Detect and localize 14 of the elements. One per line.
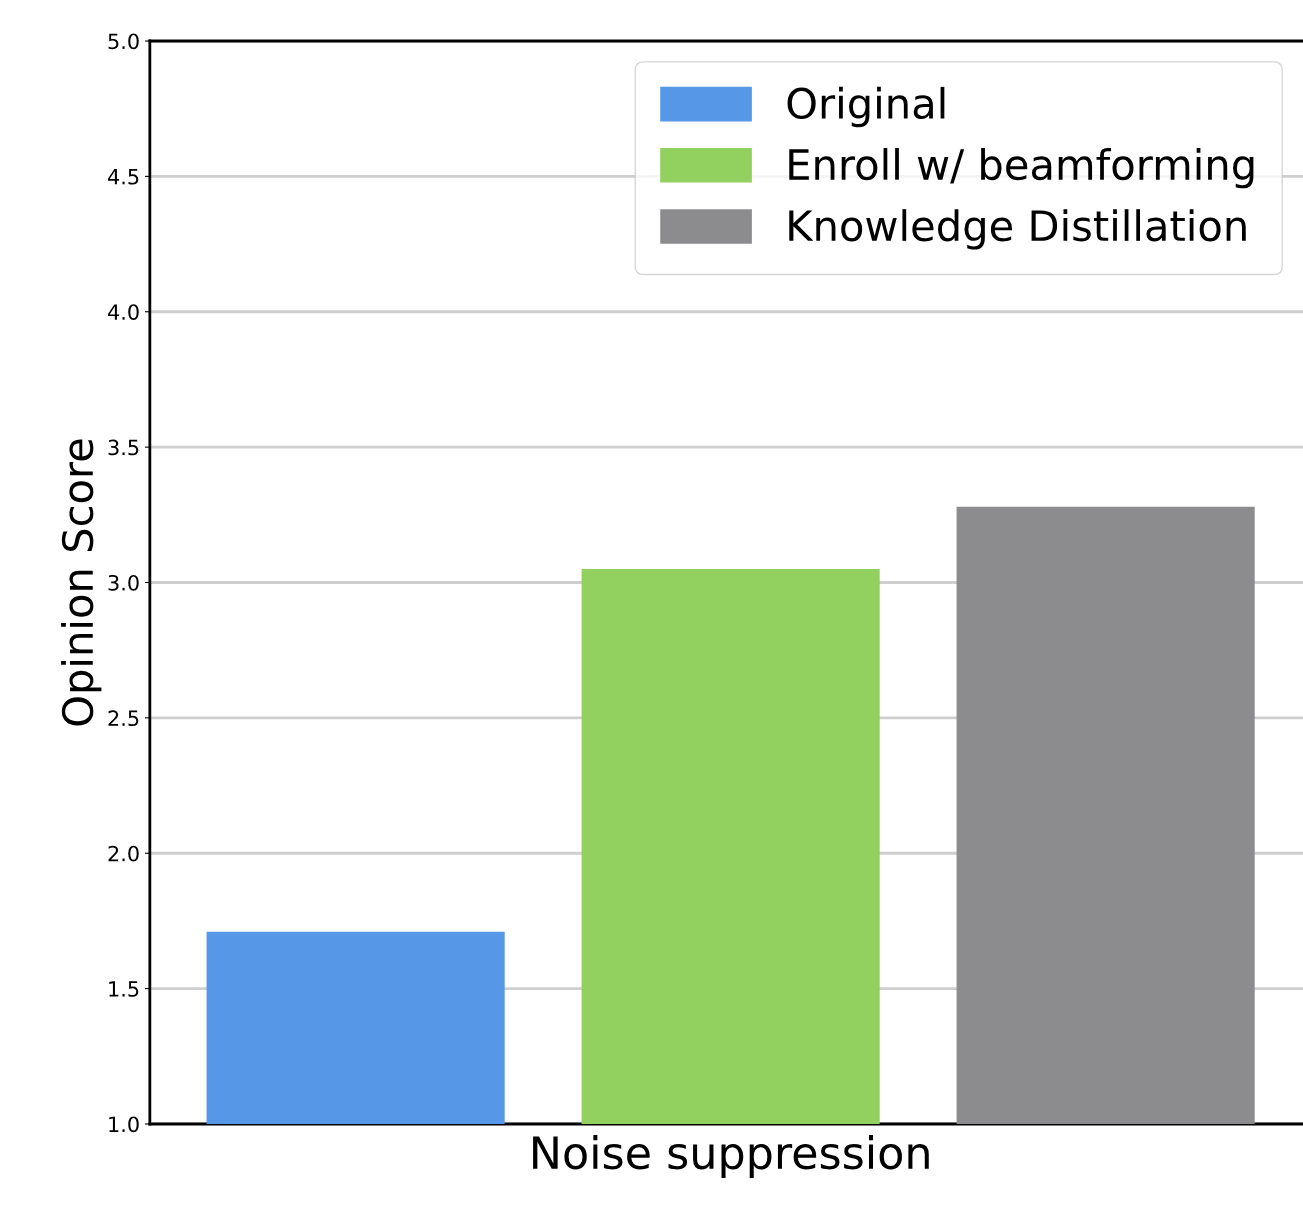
y-tick-label: 4.0 bbox=[108, 304, 139, 320]
y-tick-label: 1.5 bbox=[109, 981, 139, 997]
y-tick-label: 1.0 bbox=[109, 1116, 139, 1133]
legend-label: Enroll w/ beamforming bbox=[789, 148, 1254, 189]
y-tick-label: 2.5 bbox=[108, 710, 139, 727]
y-tick-label: 4.5 bbox=[108, 169, 139, 185]
y-axis-title: Opinion Score bbox=[61, 439, 102, 726]
y-tick-label: 3.5 bbox=[108, 439, 139, 456]
y-tick-label: 2.0 bbox=[108, 845, 139, 862]
x-tick-label: Noise suppression bbox=[533, 1135, 929, 1179]
y-tick-label: 3.0 bbox=[108, 574, 139, 591]
legend-label: Knowledge Distillation bbox=[789, 209, 1246, 250]
legend-label: Original bbox=[787, 86, 945, 128]
y-tick-label: 5.0 bbox=[108, 33, 139, 50]
